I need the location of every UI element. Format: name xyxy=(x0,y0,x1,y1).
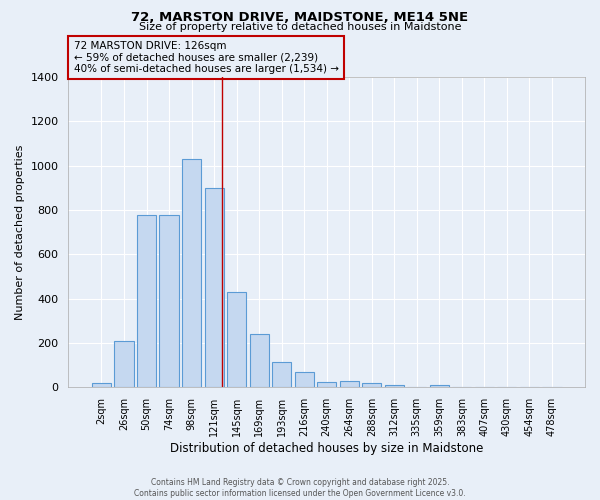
Text: 72 MARSTON DRIVE: 126sqm
← 59% of detached houses are smaller (2,239)
40% of sem: 72 MARSTON DRIVE: 126sqm ← 59% of detach… xyxy=(74,40,338,74)
Bar xyxy=(92,383,111,388)
Bar xyxy=(340,381,359,388)
Text: Contains HM Land Registry data © Crown copyright and database right 2025.
Contai: Contains HM Land Registry data © Crown c… xyxy=(134,478,466,498)
Bar xyxy=(362,383,382,388)
X-axis label: Distribution of detached houses by size in Maidstone: Distribution of detached houses by size … xyxy=(170,442,484,455)
Bar xyxy=(182,159,201,388)
Bar xyxy=(430,386,449,388)
Bar xyxy=(160,214,179,388)
Bar xyxy=(205,188,224,388)
Text: 72, MARSTON DRIVE, MAIDSTONE, ME14 5NE: 72, MARSTON DRIVE, MAIDSTONE, ME14 5NE xyxy=(131,11,469,24)
Bar xyxy=(385,386,404,388)
Text: Size of property relative to detached houses in Maidstone: Size of property relative to detached ho… xyxy=(139,22,461,32)
Bar xyxy=(227,292,246,388)
Bar xyxy=(272,362,291,388)
Bar xyxy=(317,382,336,388)
Bar xyxy=(137,214,156,388)
Y-axis label: Number of detached properties: Number of detached properties xyxy=(15,144,25,320)
Bar xyxy=(250,334,269,388)
Bar xyxy=(295,372,314,388)
Bar xyxy=(115,341,134,388)
